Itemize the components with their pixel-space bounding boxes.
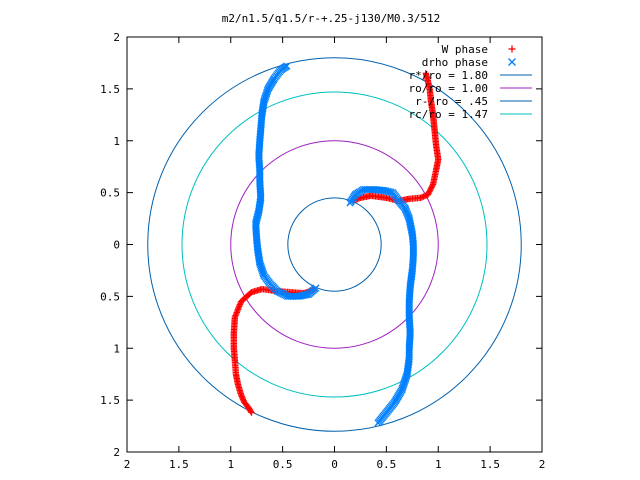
legend-label: rc/ro = 1.47 bbox=[409, 108, 488, 121]
chart-title: m2/n1.5/q1.5/r-+.25-j130/M0.3/512 bbox=[222, 12, 441, 25]
reference-circles bbox=[147, 57, 522, 432]
w-phase-arm1-point bbox=[428, 184, 435, 191]
x-axis-ticks: 2 1.5 1 0.5 0 0.5 1 1.5 2 bbox=[124, 37, 546, 471]
x-tick-label: 2 bbox=[539, 458, 546, 471]
w-phase-arm1-point bbox=[425, 190, 432, 197]
y-tick-label: 0.5 bbox=[100, 187, 120, 200]
circle-rc-ro-1-47 bbox=[181, 91, 488, 398]
legend-entry-w-phase: W phase bbox=[442, 43, 516, 56]
y-tick-label: 1 bbox=[113, 135, 120, 148]
circle-ro-ro-1-00 bbox=[230, 140, 439, 349]
x-tick-label: 0 bbox=[331, 458, 338, 471]
y-tick-label: 2 bbox=[113, 446, 120, 459]
data-points bbox=[230, 62, 442, 427]
legend-entry-drho-phase: drho phase bbox=[422, 56, 516, 69]
y-tick-label: 0.5 bbox=[100, 290, 120, 303]
w-phase-arm1-point bbox=[427, 185, 435, 192]
w-phase-arm1-point bbox=[429, 182, 436, 190]
circle-r-ro-45 bbox=[287, 197, 382, 292]
y-tick-label: 1.5 bbox=[100, 394, 120, 407]
legend-entry-r-ro-1-80: r*/ro = 1.80 bbox=[409, 69, 532, 82]
circle-r-ro-1-80 bbox=[147, 57, 522, 432]
x-tick-label: 1 bbox=[227, 458, 234, 471]
x-tick-label: 2 bbox=[124, 458, 131, 471]
legend-label: drho phase bbox=[422, 56, 488, 69]
legend-label: ro/ro = 1.00 bbox=[409, 82, 488, 95]
w-phase-arm1-point bbox=[422, 70, 429, 77]
legend-entry-r-ro-45: r-/ro = .45 bbox=[415, 95, 532, 108]
y-tick-label: 1 bbox=[113, 342, 120, 355]
y-tick-label: 2 bbox=[113, 31, 120, 44]
drho-phase-arm1-point bbox=[374, 419, 382, 427]
legend-entry-rc-ro-1-47: rc/ro = 1.47 bbox=[409, 108, 532, 121]
w-phase-arm1-point bbox=[426, 188, 433, 195]
x-tick-label: 0.5 bbox=[376, 458, 396, 471]
y-axis-ticks: 2 1.5 1 0.5 0 0.5 1 1.5 2 bbox=[100, 31, 542, 459]
x-tick-label: 1.5 bbox=[480, 458, 500, 471]
legend-label: r-/ro = .45 bbox=[415, 95, 488, 108]
legend-marker-sample-point bbox=[508, 58, 516, 66]
w-phase-arm2-point bbox=[248, 409, 255, 416]
w-phase-arm1-point bbox=[426, 187, 434, 194]
x-tick-label: 0.5 bbox=[273, 458, 293, 471]
w-phase-arm1-point bbox=[424, 191, 432, 198]
y-tick-label: 0 bbox=[113, 239, 120, 252]
legend-marker-sample-point bbox=[508, 45, 516, 53]
legend-label: r*/ro = 1.80 bbox=[409, 69, 488, 82]
w-phase-arm2-point bbox=[247, 408, 254, 415]
x-tick-label: 1.5 bbox=[169, 458, 189, 471]
x-tick-label: 1 bbox=[435, 458, 442, 471]
legend-label: W phase bbox=[442, 43, 488, 56]
drho-phase-arm2-point bbox=[283, 62, 291, 70]
y-tick-label: 1.5 bbox=[100, 83, 120, 96]
legend-entry-ro-ro-1-00: ro/ro = 1.00 bbox=[409, 82, 532, 95]
